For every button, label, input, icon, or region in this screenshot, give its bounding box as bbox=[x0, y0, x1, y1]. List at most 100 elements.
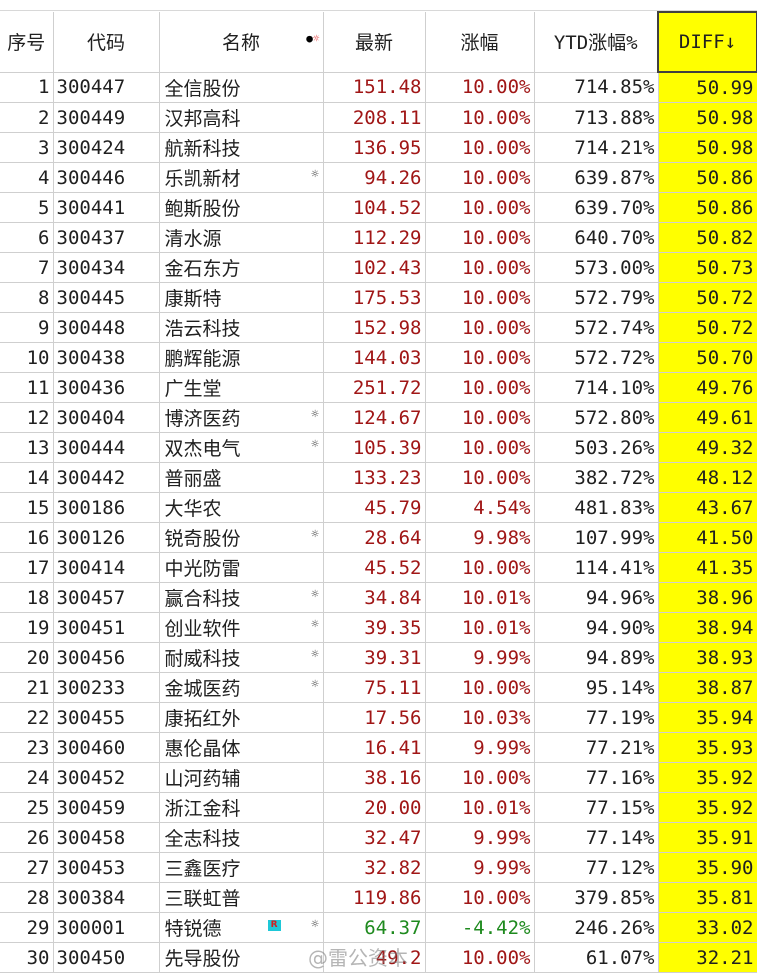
table-row[interactable]: 3 300424 航新科技 136.95 10.00% 714.21% 50.98 bbox=[0, 132, 757, 163]
row-index: 20 bbox=[0, 642, 54, 673]
table-row[interactable]: 9 300448 浩云科技 152.98 10.00% 572.74% 50.72 bbox=[0, 312, 757, 343]
sun-flag-icon: ☼ bbox=[310, 409, 320, 420]
table-row[interactable]: 18 300457 赢合科技 ☼ 34.84 10.01% 94.96% 38.96 bbox=[0, 582, 757, 613]
diff-value: 49.32 bbox=[658, 432, 757, 463]
dot-icon: ● bbox=[306, 32, 313, 45]
col-header-pct[interactable]: 涨幅 bbox=[425, 12, 535, 73]
row-index: 16 bbox=[0, 522, 54, 553]
stock-name: 广生堂 bbox=[164, 378, 222, 400]
row-index: 13 bbox=[0, 432, 54, 463]
table-row[interactable]: 29 300001 特锐德 R ☼ 64.37 -4.42% 246.26% 33.02 bbox=[0, 912, 757, 943]
diff-value: 35.81 bbox=[658, 882, 757, 913]
diff-value: 38.87 bbox=[658, 672, 757, 703]
table-row[interactable]: 19 300451 创业软件 ☼ 39.35 10.01% 94.90% 38.94 bbox=[0, 612, 757, 643]
last-price: 16.41 bbox=[323, 732, 426, 763]
stock-code: 300434 bbox=[53, 252, 160, 283]
ytd-change: 714.21% bbox=[534, 132, 659, 163]
stock-code: 300449 bbox=[53, 102, 160, 133]
stock-code: 300448 bbox=[53, 312, 160, 343]
col-header-name[interactable]: 名称 ●☼ bbox=[159, 12, 324, 73]
row-index: 19 bbox=[0, 612, 54, 643]
col-header-diff-sorted[interactable]: DIFF↓ bbox=[657, 11, 757, 73]
table-row[interactable]: 27 300453 三鑫医疗 32.82 9.99% 77.12% 35.90 bbox=[0, 852, 757, 883]
last-price: 151.48 bbox=[323, 72, 426, 103]
change-pct: 10.00% bbox=[425, 282, 535, 313]
table-row[interactable]: 28 300384 三联虹普 119.86 10.00% 379.85% 35.81 bbox=[0, 882, 757, 913]
table-row[interactable]: 2 300449 汉邦高科 208.11 10.00% 713.88% 50.98 bbox=[0, 102, 757, 133]
table-row[interactable]: 13 300444 双杰电气 ☼ 105.39 10.00% 503.26% 49.32 bbox=[0, 432, 757, 463]
table-row[interactable]: 12 300404 博济医药 ☼ 124.67 10.00% 572.80% 49.61 bbox=[0, 402, 757, 433]
table-row[interactable]: 8 300445 康斯特 175.53 10.00% 572.79% 50.72 bbox=[0, 282, 757, 313]
change-pct: 10.00% bbox=[425, 252, 535, 283]
ytd-change: 95.14% bbox=[534, 672, 659, 703]
row-index: 28 bbox=[0, 882, 54, 913]
table-row[interactable]: 26 300458 全志科技 32.47 9.99% 77.14% 35.91 bbox=[0, 822, 757, 853]
row-index: 15 bbox=[0, 492, 54, 523]
top-strip bbox=[0, 0, 757, 11]
row-index: 2 bbox=[0, 102, 54, 133]
ytd-change: 572.72% bbox=[534, 342, 659, 373]
table-row[interactable]: 17 300414 中光防雷 45.52 10.00% 114.41% 41.35 bbox=[0, 552, 757, 583]
stock-name: 耐威科技 bbox=[164, 648, 241, 670]
stock-name: 全志科技 bbox=[164, 828, 241, 850]
stock-code: 300233 bbox=[53, 672, 160, 703]
table-row[interactable]: 1 300447 全信股份 151.48 10.00% 714.85% 50.99 bbox=[0, 72, 757, 103]
change-pct: 10.00% bbox=[425, 552, 535, 583]
stock-code: 300001 bbox=[53, 912, 160, 943]
r-badge-icon: R bbox=[267, 920, 281, 931]
change-pct: 10.00% bbox=[425, 672, 535, 703]
stock-code: 300447 bbox=[53, 72, 160, 103]
col-header-idx[interactable]: 序号 bbox=[0, 12, 54, 73]
table-row[interactable]: 23 300460 惠伦晶体 16.41 9.99% 77.21% 35.93 bbox=[0, 732, 757, 763]
table-row[interactable]: 24 300452 山河药辅 38.16 10.00% 77.16% 35.92 bbox=[0, 762, 757, 793]
diff-value: 35.93 bbox=[658, 732, 757, 763]
table-row[interactable]: 20 300456 耐威科技 ☼ 39.31 9.99% 94.89% 38.93 bbox=[0, 642, 757, 673]
table-row[interactable]: 25 300459 浙江金科 20.00 10.01% 77.15% 35.92 bbox=[0, 792, 757, 823]
stock-name-cell: 鲍斯股份 bbox=[159, 192, 324, 223]
col-header-last[interactable]: 最新 bbox=[323, 12, 426, 73]
ytd-change: 640.70% bbox=[534, 222, 659, 253]
stock-code: 300456 bbox=[53, 642, 160, 673]
change-pct: -4.42% bbox=[425, 912, 535, 943]
sun-flag-icon: ☼ bbox=[310, 649, 320, 660]
diff-value: 35.94 bbox=[658, 702, 757, 733]
change-pct: 10.00% bbox=[425, 342, 535, 373]
table-row[interactable]: 14 300442 普丽盛 133.23 10.00% 382.72% 48.12 bbox=[0, 462, 757, 493]
last-price: 20.00 bbox=[323, 792, 426, 823]
change-pct: 10.00% bbox=[425, 162, 535, 193]
table-row[interactable]: 16 300126 锐奇股份 ☼ 28.64 9.98% 107.99% 41.50 bbox=[0, 522, 757, 553]
diff-value: 35.90 bbox=[658, 852, 757, 883]
table-row[interactable]: 7 300434 金石东方 102.43 10.00% 573.00% 50.73 bbox=[0, 252, 757, 283]
stock-code: 300384 bbox=[53, 882, 160, 913]
col-header-code[interactable]: 代码 bbox=[53, 12, 160, 73]
row-index: 11 bbox=[0, 372, 54, 403]
table-row[interactable]: 15 300186 大华农 45.79 4.54% 481.83% 43.67 bbox=[0, 492, 757, 523]
table-row[interactable]: 10 300438 鹏辉能源 144.03 10.00% 572.72% 50.70 bbox=[0, 342, 757, 373]
col-header-ytd[interactable]: YTD涨幅% bbox=[534, 12, 659, 73]
table-row[interactable]: 11 300436 广生堂 251.72 10.00% 714.10% 49.76 bbox=[0, 372, 757, 403]
stock-name: 航新科技 bbox=[164, 138, 241, 160]
table-row[interactable]: 4 300446 乐凯新材 ☼ 94.26 10.00% 639.87% 50.86 bbox=[0, 162, 757, 193]
diff-value: 35.92 bbox=[658, 792, 757, 823]
stock-code: 300453 bbox=[53, 852, 160, 883]
diff-value: 50.98 bbox=[658, 132, 757, 163]
table-row[interactable]: 5 300441 鲍斯股份 104.52 10.00% 639.70% 50.86 bbox=[0, 192, 757, 223]
diff-value: 50.98 bbox=[658, 102, 757, 133]
stock-code: 300442 bbox=[53, 462, 160, 493]
row-index: 14 bbox=[0, 462, 54, 493]
stock-name-cell: 惠伦晶体 bbox=[159, 732, 324, 763]
change-pct: 9.99% bbox=[425, 822, 535, 853]
change-pct: 10.00% bbox=[425, 402, 535, 433]
stock-name-cell: 航新科技 bbox=[159, 132, 324, 163]
stock-name: 清水源 bbox=[164, 228, 222, 250]
stock-name: 先导股份 bbox=[164, 948, 241, 970]
table-row[interactable]: 6 300437 清水源 112.29 10.00% 640.70% 50.82 bbox=[0, 222, 757, 253]
row-index: 4 bbox=[0, 162, 54, 193]
sun-icon: ☼ bbox=[312, 32, 320, 45]
table-row[interactable]: 22 300455 康拓红外 17.56 10.03% 77.19% 35.94 bbox=[0, 702, 757, 733]
change-pct: 10.00% bbox=[425, 432, 535, 463]
stock-name-cell: 三联虹普 bbox=[159, 882, 324, 913]
last-price: 136.95 bbox=[323, 132, 426, 163]
ytd-change: 572.80% bbox=[534, 402, 659, 433]
table-row[interactable]: 21 300233 金城医药 ☼ 75.11 10.00% 95.14% 38.87 bbox=[0, 672, 757, 703]
